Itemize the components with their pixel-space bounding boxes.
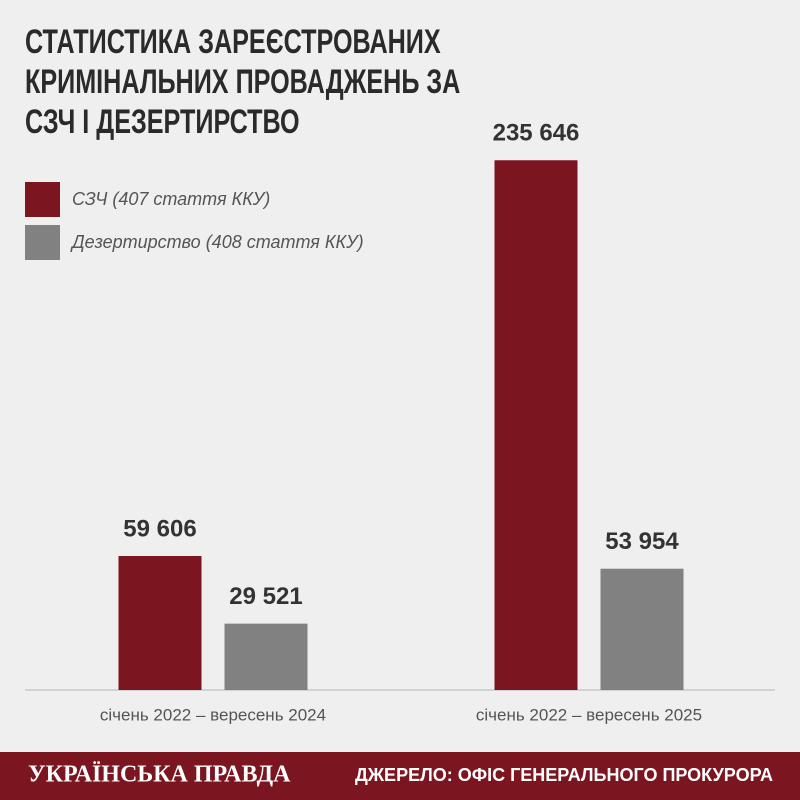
legend-label: СЗЧ (407 стаття ККУ): [72, 189, 270, 209]
bar: [118, 556, 202, 690]
bar: [600, 568, 684, 690]
legend-swatch: [25, 182, 60, 217]
brand: УКРАЇНСЬКА ПРАВДА: [28, 762, 291, 788]
footer-band: [0, 752, 800, 800]
source: ДЖЕРЕЛО: ОФІС ГЕНЕРАЛЬНОГО ПРОКУРОРА: [355, 765, 773, 785]
value-label: 59 606: [123, 515, 196, 542]
value-label: 235 646: [493, 120, 580, 147]
bar: [224, 623, 308, 690]
legend-label: Дезертирство (408 стаття ККУ): [70, 232, 364, 252]
chart-title: СТАТИСТИКА ЗАРЕЄСТРОВАНИХ КРИМІНАЛЬНИХ П…: [25, 23, 461, 141]
value-label: 53 954: [605, 528, 679, 555]
x-tick-label: січень 2022 – вересень 2025: [476, 705, 702, 724]
bar: [494, 160, 578, 690]
value-label: 29 521: [229, 583, 302, 610]
x-tick-label: січень 2022 – вересень 2024: [100, 705, 326, 724]
legend-swatch: [25, 225, 60, 260]
